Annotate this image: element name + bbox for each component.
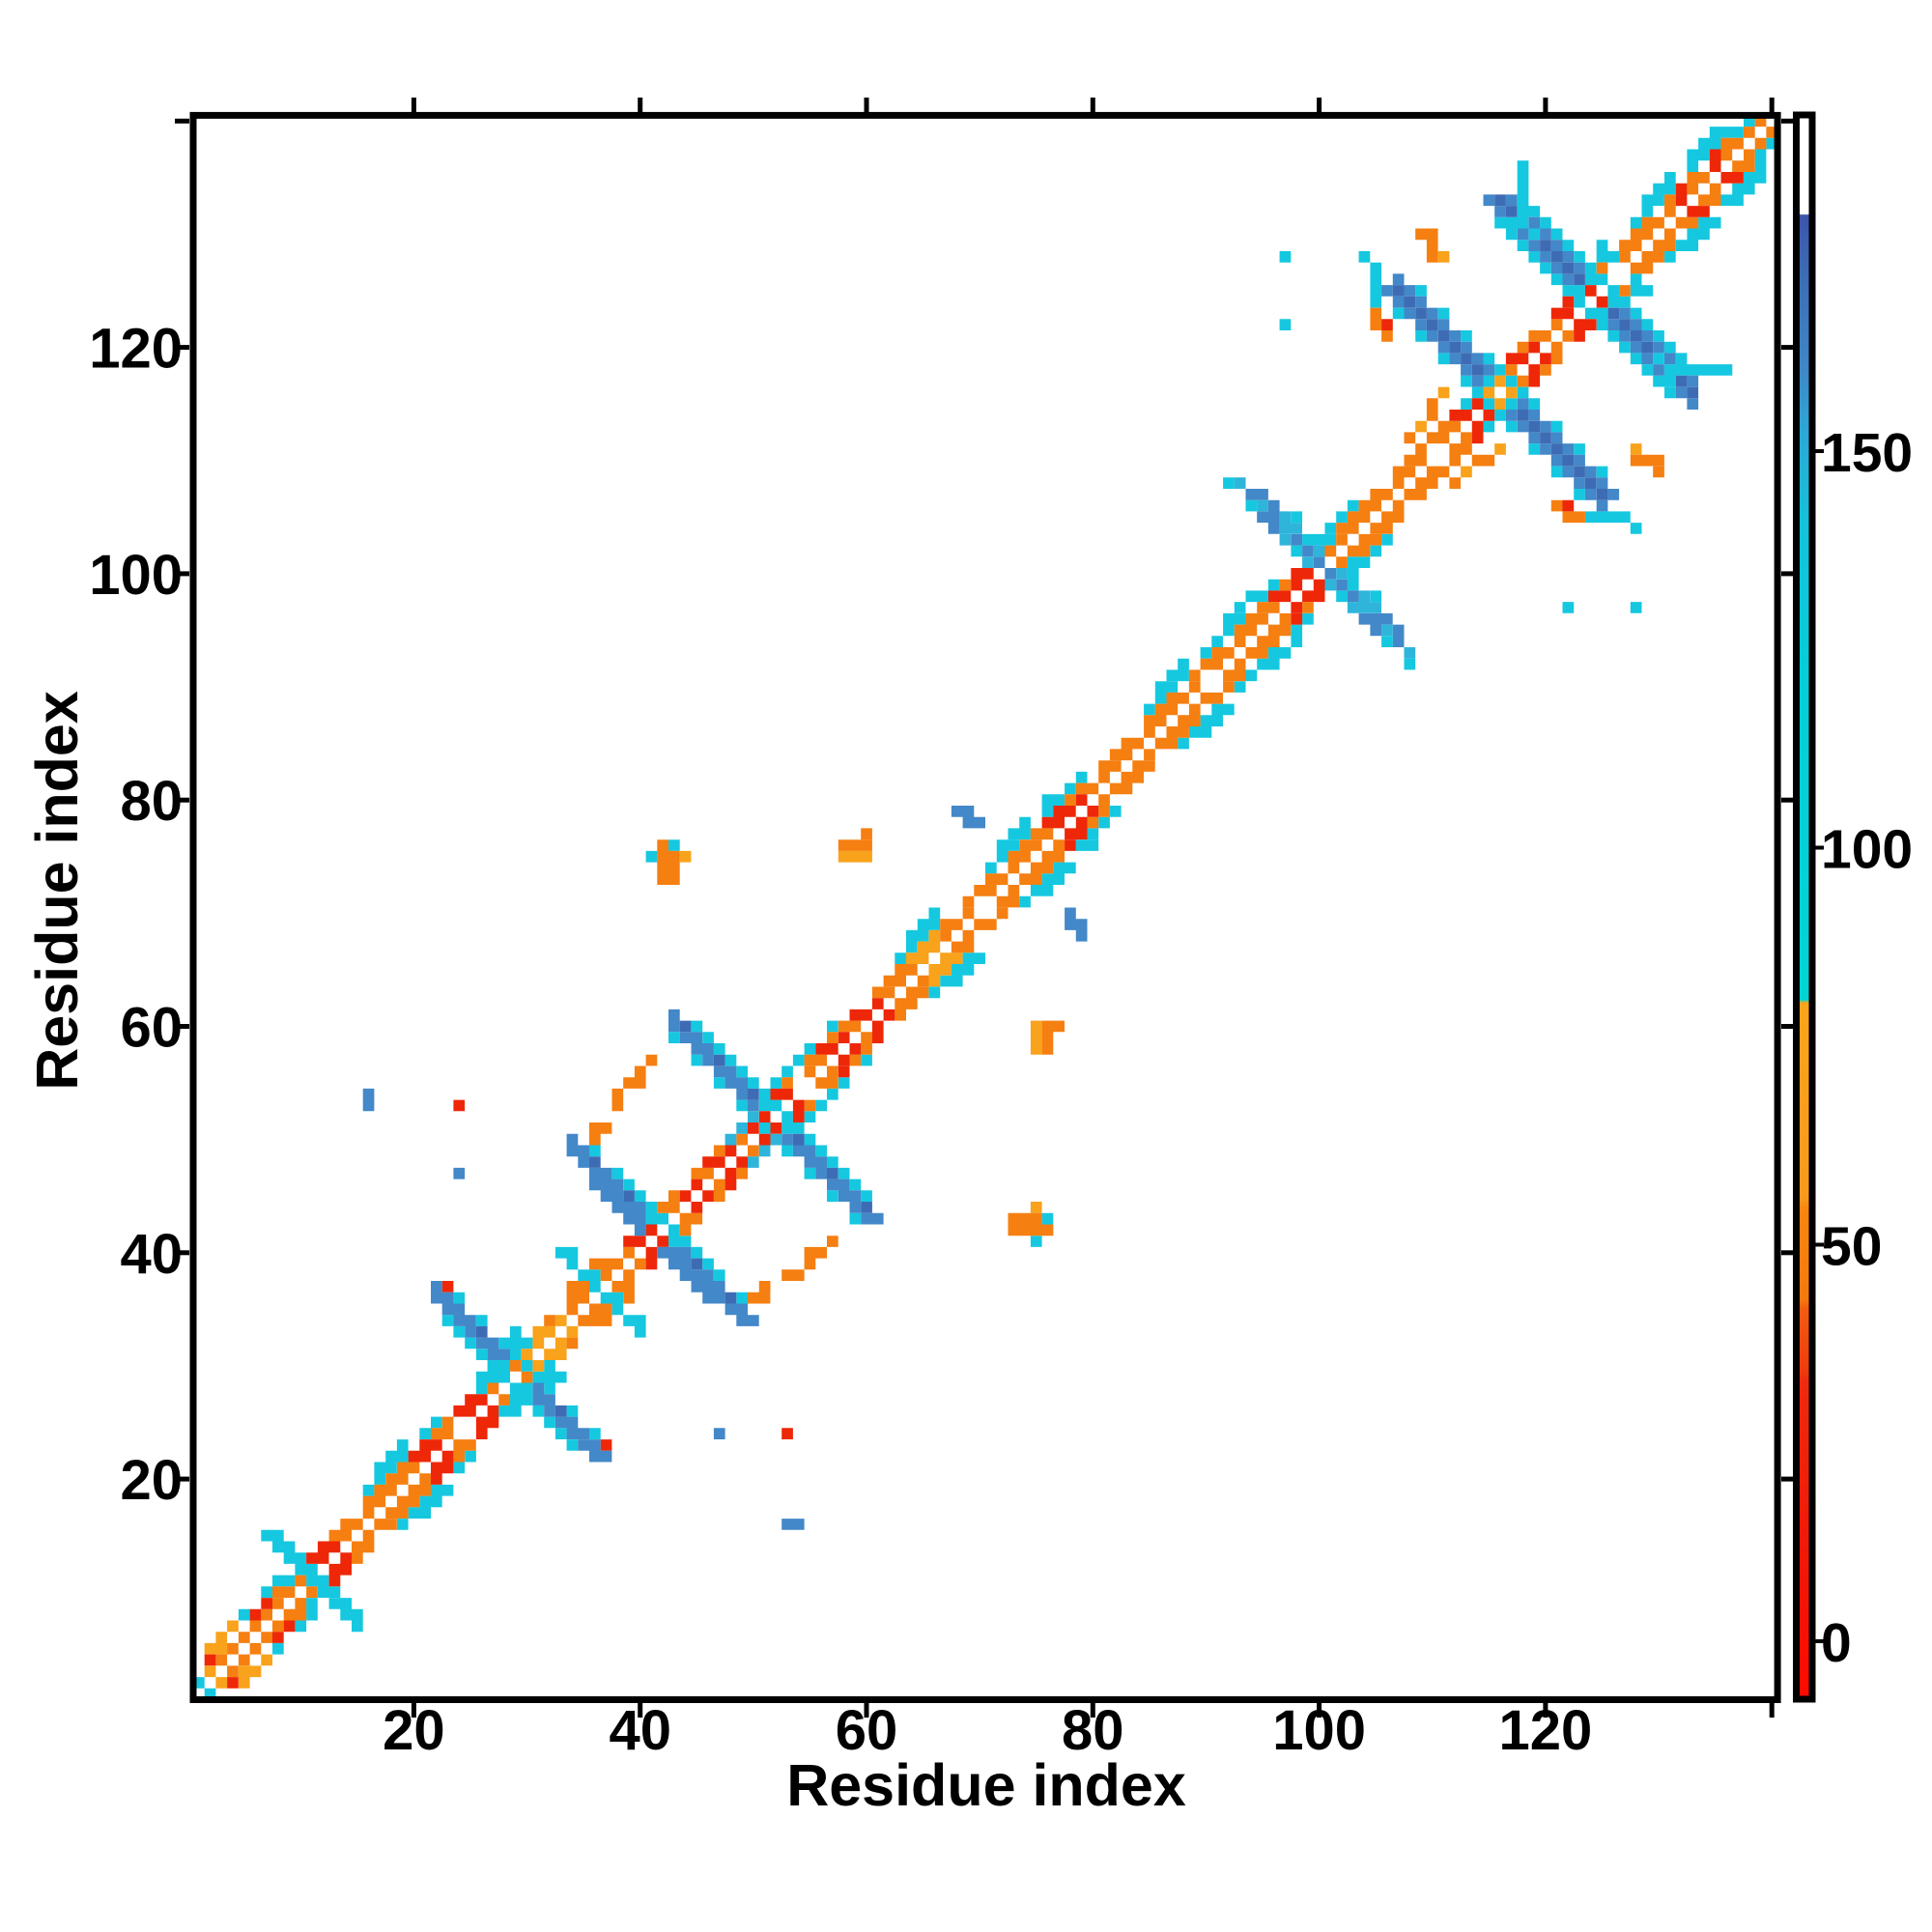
svg-text:100: 100 (1272, 1699, 1366, 1762)
svg-text:80: 80 (1062, 1699, 1124, 1762)
svg-text:40: 40 (609, 1699, 671, 1762)
svg-text:Residue index: Residue index (24, 691, 90, 1091)
svg-text:150: 150 (1821, 422, 1913, 484)
svg-text:50: 50 (1821, 1216, 1882, 1278)
svg-text:20: 20 (120, 1449, 183, 1512)
svg-text:60: 60 (120, 997, 183, 1060)
svg-text:20: 20 (383, 1699, 445, 1762)
svg-text:0: 0 (1821, 1612, 1852, 1674)
svg-text:120: 120 (89, 318, 183, 381)
svg-text:100: 100 (89, 544, 183, 607)
svg-text:80: 80 (120, 770, 183, 833)
svg-text:120: 120 (1499, 1699, 1593, 1762)
svg-text:60: 60 (836, 1699, 898, 1762)
svg-text:Residue index: Residue index (786, 1752, 1186, 1818)
svg-text:100: 100 (1821, 819, 1913, 881)
svg-text:40: 40 (120, 1223, 183, 1286)
